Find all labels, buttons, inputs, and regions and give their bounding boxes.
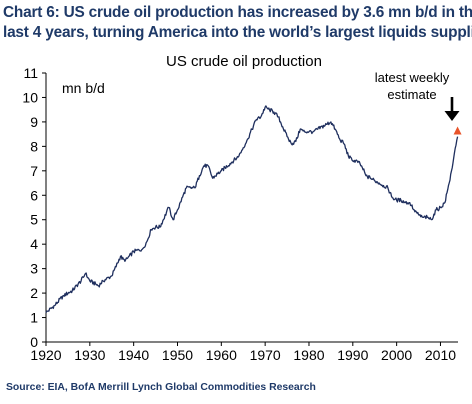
x-tick-label: 1920	[30, 347, 61, 363]
chart-title: US crude oil production	[166, 53, 322, 70]
x-tick-label: 2010	[425, 347, 456, 363]
chart-heading-line-1: Chart 6: US crude oil production has inc…	[3, 4, 472, 21]
annotation-arrow	[444, 97, 460, 121]
chart-heading: Chart 6: US crude oil production has inc…	[3, 3, 472, 43]
y-tick-label: 2	[30, 285, 38, 301]
y-tick-label: 6	[30, 187, 38, 203]
annotation-arrow-head	[444, 111, 460, 121]
y-tick-label: 11	[23, 65, 38, 81]
y-tick-label: 5	[30, 212, 38, 228]
y-tick-label: 4	[30, 236, 38, 252]
y-tick-label: 1	[30, 310, 38, 326]
x-tick-label: 1940	[118, 347, 149, 363]
annotation-line-1: latest weekly	[375, 70, 450, 85]
annotation-line-2: estimate	[387, 87, 436, 102]
y-axis-unit-label: mn b/d	[62, 80, 105, 96]
y-axis: 0 1 2 3 4 5 6 7 8 9 10 11	[22, 65, 47, 350]
x-tick-label: 1930	[74, 347, 105, 363]
x-axis: 1920 1930 1940 1950 1960 1970 1980 1990 2000 2010	[30, 341, 458, 363]
y-tick-label: 0	[30, 334, 38, 350]
y-tick-label: 10	[22, 89, 38, 105]
x-tick-label: 1960	[206, 347, 237, 363]
latest-estimate-marker	[453, 126, 462, 135]
y-tick-label: 9	[30, 114, 38, 130]
x-tick-label: 1990	[337, 347, 368, 363]
x-tick-label: 2000	[381, 347, 412, 363]
x-tick-label: 1950	[162, 347, 193, 363]
source-note: Source: EIA, BofA Merrill Lynch Global C…	[6, 382, 316, 393]
x-tick-label: 1970	[250, 347, 281, 363]
production-series-line	[45, 105, 459, 313]
chart-heading-line-2: last 4 years, turning America into the w…	[3, 24, 472, 41]
y-tick-label: 8	[30, 138, 38, 154]
x-tick-label: 1980	[293, 347, 324, 363]
y-tick-label: 7	[30, 163, 38, 179]
y-tick-label: 3	[30, 261, 38, 277]
